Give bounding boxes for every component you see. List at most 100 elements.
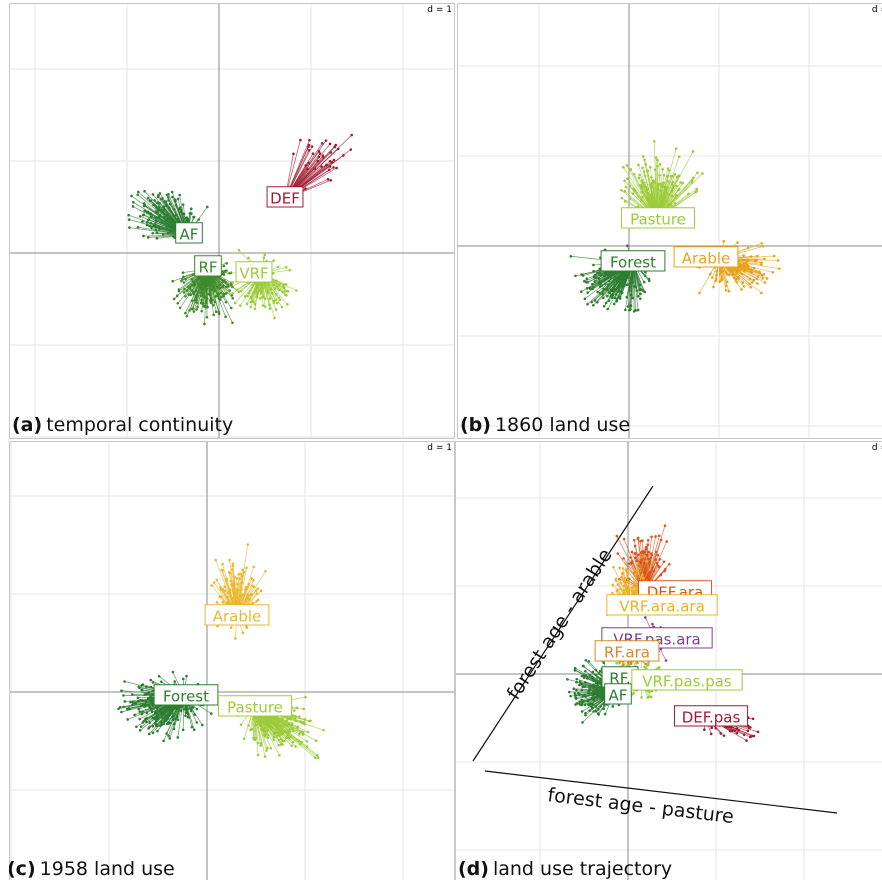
panel-d-point — [622, 537, 626, 541]
panel-c-point — [264, 569, 267, 573]
panel-b-point — [625, 283, 629, 287]
panel-b-point — [586, 302, 589, 306]
panel-c-point — [138, 686, 141, 689]
panel-c-point — [245, 595, 249, 599]
panel-a-label-rf-box — [194, 255, 222, 277]
panel-a-point — [136, 193, 140, 197]
panel-c-label-arable: Arable — [204, 604, 270, 626]
panel-c-point — [241, 631, 245, 635]
panel-a-point — [209, 284, 213, 287]
panel-b-point — [622, 165, 625, 169]
panel-d-point — [599, 695, 602, 699]
panel-c-point — [160, 721, 163, 725]
panel-d-point — [591, 706, 594, 710]
panel-d-point — [667, 563, 671, 566]
panel-a-point — [189, 293, 193, 297]
panel-a-point — [307, 148, 311, 152]
panel-b-point — [754, 259, 757, 263]
panel-d-point — [622, 556, 625, 560]
panel-c-point — [245, 626, 249, 629]
panel-d-pasture-axis-label: forest age - pasture — [546, 784, 735, 828]
panel-d-point — [651, 622, 654, 626]
panel-c-point — [259, 744, 262, 747]
panel-c-point — [162, 722, 166, 726]
panel-d-point — [591, 692, 595, 696]
panel-c-point — [166, 722, 170, 725]
panel-b-point — [631, 296, 634, 300]
panel-c-point — [269, 746, 273, 750]
panel-d-point — [756, 730, 760, 734]
panel-b-label-forest-box — [600, 250, 666, 272]
panel-d-caption: (d) land use trajectory — [458, 858, 672, 880]
panel-c-point — [250, 727, 254, 731]
panel-a-point — [128, 226, 131, 229]
panel-d-point — [644, 616, 647, 619]
panel-c-point — [162, 739, 165, 743]
panel-d-point — [627, 580, 630, 583]
panel-a-point — [237, 248, 241, 252]
panel-c-point — [160, 680, 163, 684]
panel-b-point — [569, 255, 573, 258]
panel-a-point — [273, 316, 276, 320]
panel-d-point — [615, 661, 618, 665]
panel-b-point — [628, 286, 632, 289]
panel-a-point — [255, 295, 259, 299]
panel-a-point — [317, 155, 321, 159]
panel-d-caption-text: land use trajectory — [492, 858, 673, 880]
panel-d-point — [635, 661, 638, 665]
panel-c-point — [252, 579, 255, 582]
panel-a-point — [168, 202, 172, 206]
panel-a-point — [155, 237, 159, 240]
panel-d-label-rf-ara: RF.ara — [594, 640, 660, 662]
panel-a-point — [156, 216, 160, 219]
panel-c-point — [221, 600, 225, 604]
panel-d-point — [587, 703, 591, 707]
panel-a-label-def-box — [266, 186, 304, 208]
panel-d-label-rf-ara-box — [594, 640, 660, 662]
panel-d-label-vrf-pas-pas-box — [631, 669, 743, 691]
panel-c-point — [264, 734, 267, 738]
panel-d-point — [752, 734, 756, 738]
panel-a-point — [212, 313, 215, 317]
panel-b-point — [620, 188, 623, 192]
panel-a-point — [284, 283, 288, 286]
panel-a-caption-text: temporal continuity — [46, 414, 234, 436]
panel-b-point — [632, 172, 636, 176]
panel-d-label-def-pas: DEF.pas — [673, 705, 749, 727]
panel-d-point — [574, 696, 577, 699]
panel-d-point — [637, 567, 640, 570]
panel-c-point — [236, 589, 240, 592]
panel-a-point — [239, 289, 243, 293]
panel-c-point — [281, 717, 284, 721]
panel-c-point — [185, 674, 188, 678]
panel-a-point — [138, 215, 142, 218]
panel-a-label-vrf: VRF — [235, 261, 273, 283]
panel-a-point — [328, 142, 332, 146]
panel-b-point — [760, 242, 763, 245]
panel-d-point — [599, 685, 602, 689]
panel-a-point — [229, 306, 233, 310]
panel-c-point — [218, 595, 221, 598]
panel-b-point — [742, 254, 745, 257]
panel-d-point — [747, 726, 751, 730]
panel-c-point — [255, 599, 258, 603]
panel-a-point — [224, 315, 227, 319]
panel-d-point — [580, 688, 584, 692]
panel-c-point — [127, 706, 131, 710]
panel-a-point — [158, 192, 162, 195]
panel-a-point — [181, 203, 185, 206]
panel-a-point — [307, 143, 311, 147]
panel-b-point — [738, 269, 742, 273]
panel-a-point — [181, 271, 185, 274]
panel-d-point — [641, 573, 644, 576]
panel-d-point — [662, 560, 666, 563]
panel-b-point — [742, 285, 746, 288]
panel-c-point — [247, 724, 250, 727]
panel-b-point — [677, 187, 681, 191]
panel-d-point — [656, 553, 660, 557]
panel-d-arable-axis-line — [472, 485, 654, 762]
panel-b-point — [691, 150, 695, 153]
panel-d-point — [751, 717, 755, 721]
panel-d-point — [651, 560, 654, 564]
panel-c-point — [149, 708, 153, 711]
